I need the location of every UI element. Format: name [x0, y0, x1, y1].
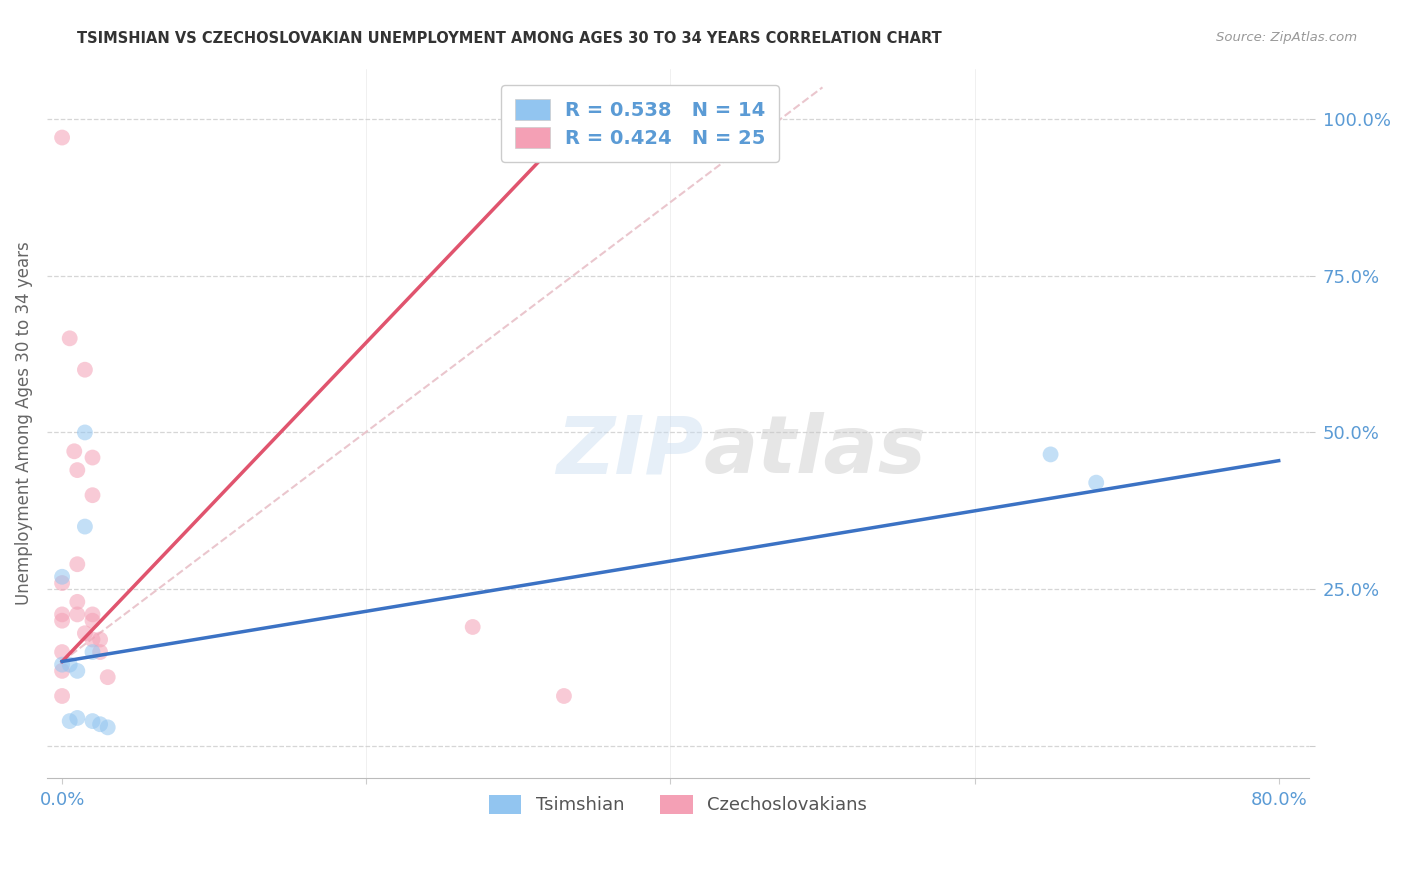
Text: ZIP: ZIP [555, 412, 703, 491]
Point [97, 720, 120, 734]
Point [82, 632, 104, 647]
Point [82, 714, 104, 728]
Point [51, 657, 73, 672]
Point [66, 711, 89, 725]
Point [66, 595, 89, 609]
Point [89, 645, 111, 659]
Point [51, 576, 73, 591]
Text: atlas: atlas [703, 412, 927, 491]
Point [73, 362, 96, 376]
Point [51, 689, 73, 703]
Text: TSIMSHIAN VS CZECHOSLOVAKIAN UNEMPLOYMENT AMONG AGES 30 TO 34 YEARS CORRELATION : TSIMSHIAN VS CZECHOSLOVAKIAN UNEMPLOYMEN… [77, 31, 942, 46]
Point [1039, 447, 1062, 461]
Y-axis label: Unemployment Among Ages 30 to 34 years: Unemployment Among Ages 30 to 34 years [15, 241, 32, 605]
Point [59, 714, 82, 728]
Point [82, 607, 104, 622]
Point [82, 450, 104, 465]
Point [1085, 475, 1108, 490]
Point [553, 689, 575, 703]
Point [51, 607, 73, 622]
Point [73, 425, 96, 440]
Point [82, 614, 104, 628]
Point [66, 463, 89, 477]
Point [73, 519, 96, 533]
Point [51, 664, 73, 678]
Point [51, 570, 73, 584]
Point [97, 670, 120, 684]
Point [66, 558, 89, 572]
Legend: Tsimshian, Czechoslovakians: Tsimshian, Czechoslovakians [478, 784, 877, 825]
Point [82, 488, 104, 502]
Point [82, 645, 104, 659]
Point [51, 614, 73, 628]
Point [59, 657, 82, 672]
Text: Source: ZipAtlas.com: Source: ZipAtlas.com [1216, 31, 1357, 45]
Point [89, 632, 111, 647]
Point [63, 444, 86, 458]
Point [73, 626, 96, 640]
Point [461, 620, 484, 634]
Point [66, 607, 89, 622]
Point [59, 331, 82, 345]
Point [51, 645, 73, 659]
Point [66, 664, 89, 678]
Point [89, 717, 111, 731]
Point [51, 130, 73, 145]
